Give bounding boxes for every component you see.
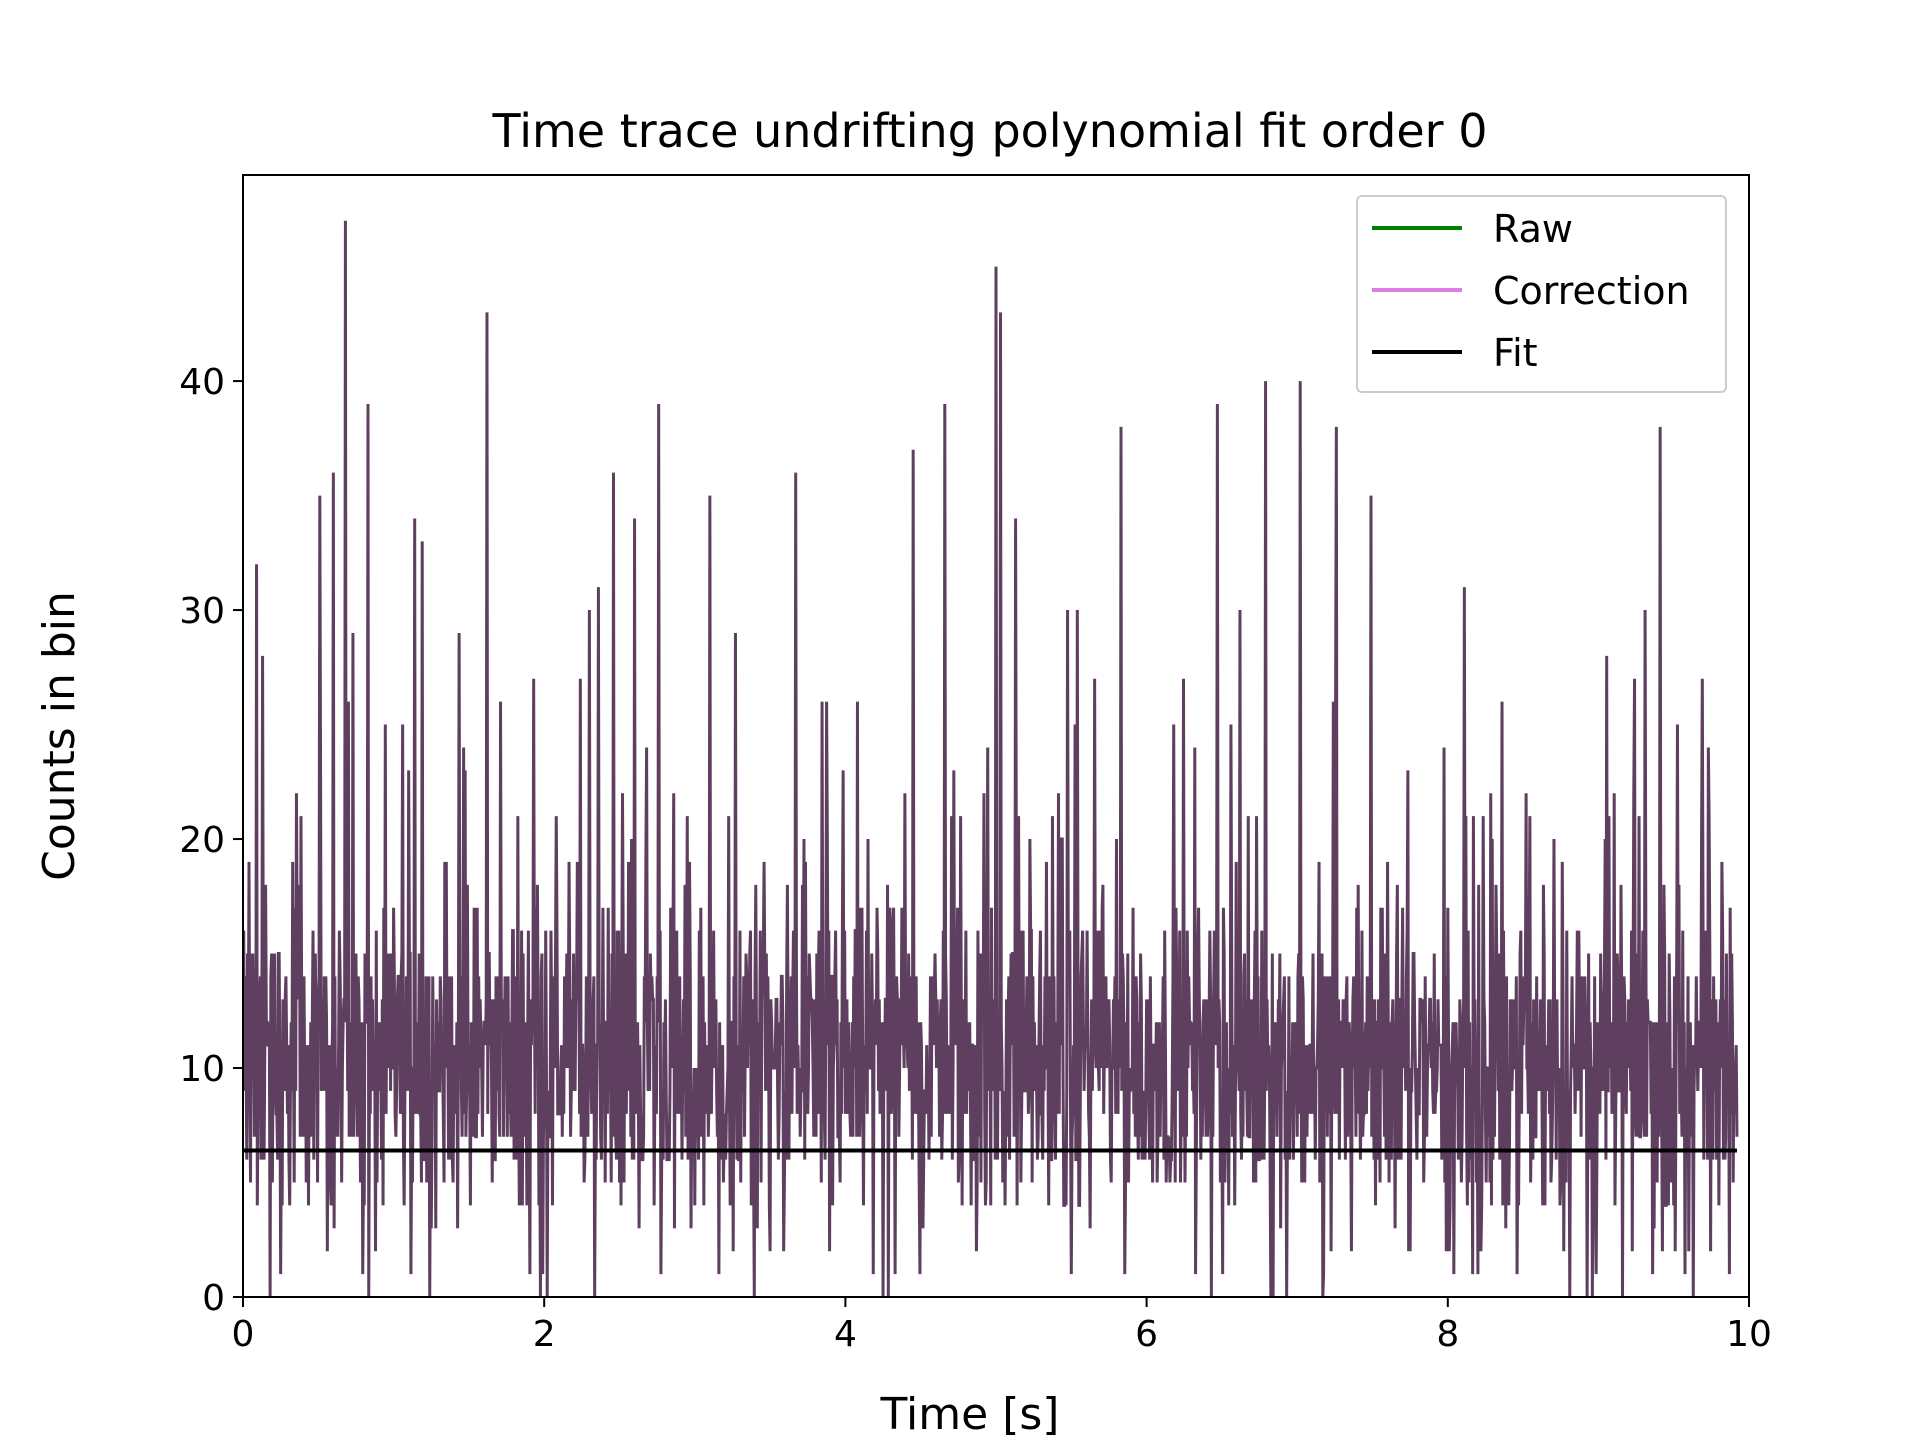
chart-title: Time trace undrifting polynomial fit ord… xyxy=(492,104,1488,158)
legend: Raw Correction Fit xyxy=(1356,195,1727,393)
x-tick-label: 2 xyxy=(533,1314,556,1355)
x-tick-label: 8 xyxy=(1436,1314,1459,1355)
x-tick-label: 6 xyxy=(1135,1314,1158,1355)
x-tick-label: 0 xyxy=(232,1314,255,1355)
axes-frame xyxy=(242,174,1750,1298)
y-axis-label: Counts in bin xyxy=(34,591,85,881)
x-axis-label: Time [s] xyxy=(880,1389,1060,1440)
y-tick-label: 30 xyxy=(179,591,225,632)
y-tick-label: 40 xyxy=(179,362,225,403)
x-tick-label: 10 xyxy=(1726,1314,1772,1355)
y-tick-label: 0 xyxy=(202,1278,225,1319)
y-tick-label: 10 xyxy=(179,1049,225,1090)
y-tick-label: 20 xyxy=(179,820,225,861)
legend-box xyxy=(1356,195,1727,393)
legend-label-fit: Fit xyxy=(1493,331,1538,375)
legend-label-raw: Raw xyxy=(1493,207,1573,251)
y-axis-ticks: 0 10 20 30 40 xyxy=(179,362,243,1319)
x-axis-ticks: 0 2 4 6 8 10 xyxy=(232,1297,1772,1355)
raw-trace-line xyxy=(243,220,1739,1297)
legend-label-correction: Correction xyxy=(1493,269,1690,313)
x-tick-label: 4 xyxy=(834,1314,857,1355)
